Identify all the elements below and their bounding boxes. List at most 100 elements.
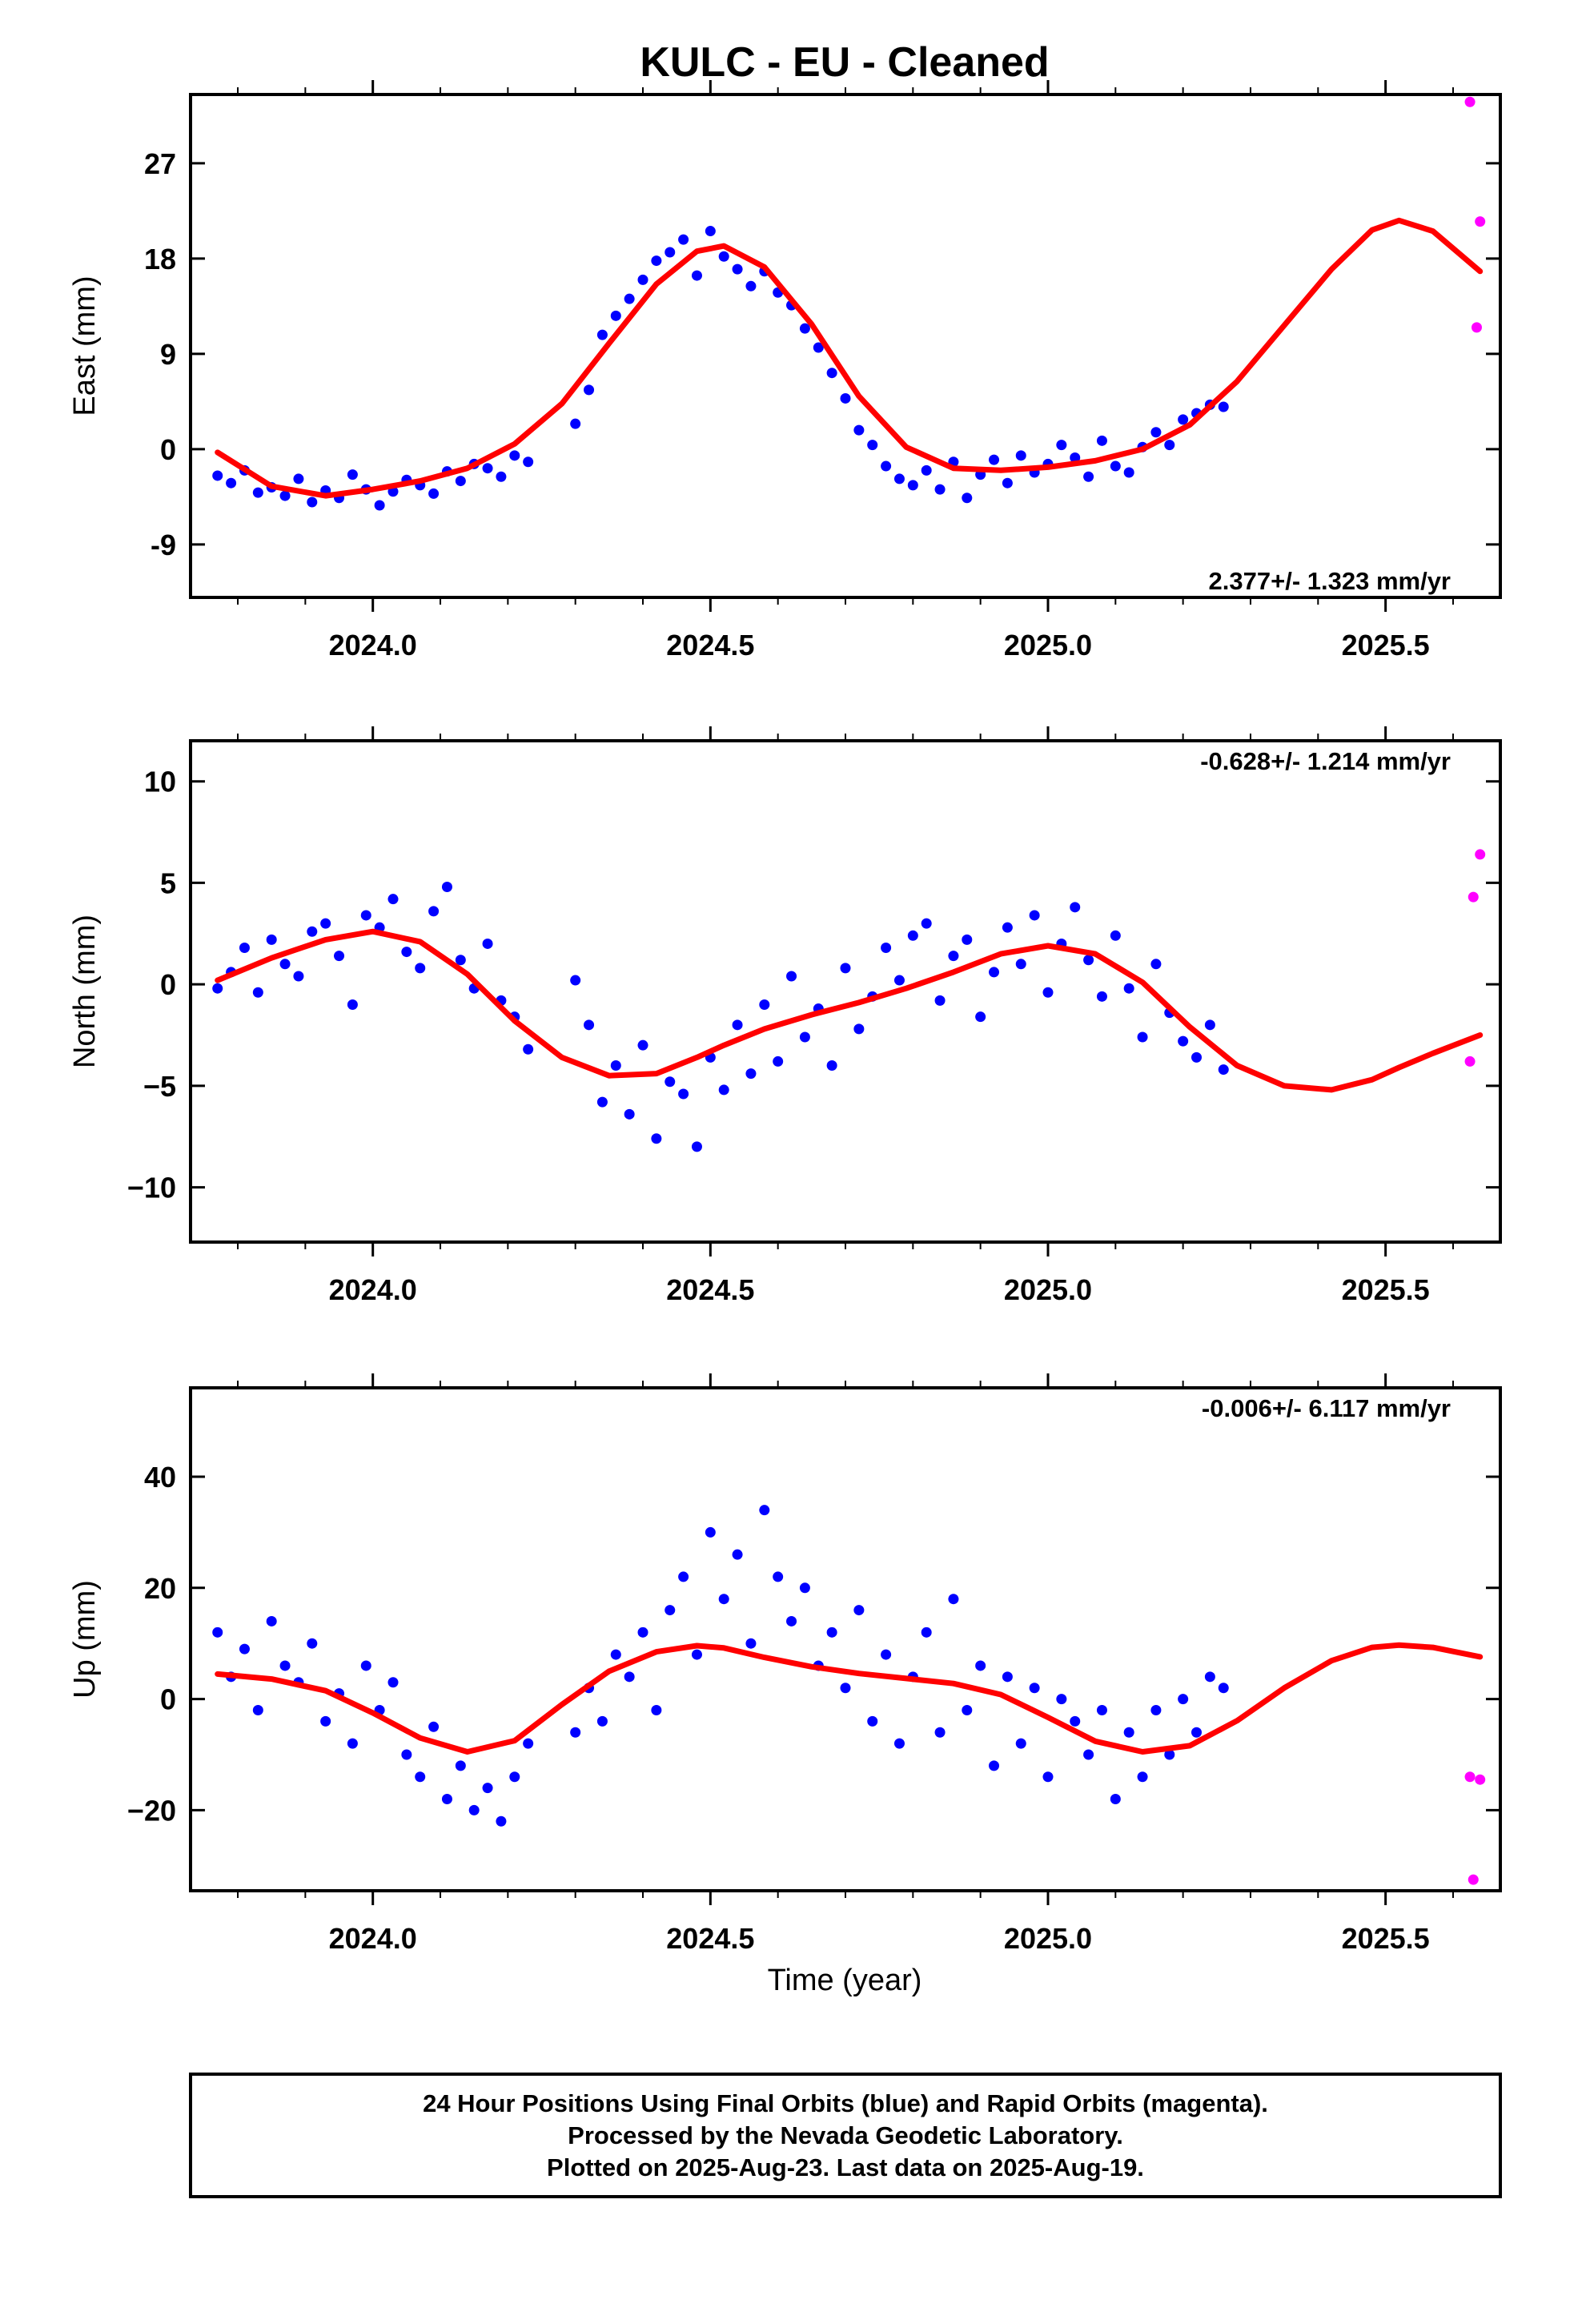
- final-orbit-point: [989, 967, 1000, 978]
- final-orbit-point: [279, 959, 291, 970]
- footer-box: 24 Hour Positions Using Final Orbits (bl…: [189, 2073, 1502, 2198]
- final-orbit-point: [347, 469, 358, 480]
- final-orbit-point: [840, 1683, 851, 1694]
- plot-area: [212, 1505, 1486, 1885]
- final-orbit-point: [624, 1671, 635, 1683]
- final-orbit-point: [989, 1760, 1000, 1771]
- y-tick-label: 0: [160, 1683, 176, 1716]
- panel-0: -9 0 9 18 27 2024.0 2024.5 2025.0 2025.5 East (mm…: [68, 80, 1502, 661]
- rapid-orbit-point: [1475, 1774, 1486, 1785]
- panel-frame: [189, 93, 1502, 599]
- final-orbit-point: [1096, 1704, 1107, 1715]
- plot-area: [212, 849, 1486, 1152]
- final-orbit-point: [1002, 1671, 1013, 1683]
- final-orbit-point: [1110, 460, 1121, 472]
- final-orbit-point: [1191, 1051, 1203, 1063]
- final-orbit-point: [786, 971, 797, 982]
- final-orbit-point: [523, 1738, 534, 1749]
- y-axis-label: North (mm): [68, 915, 102, 1068]
- final-orbit-point: [596, 1715, 608, 1727]
- final-orbit-point: [881, 943, 892, 954]
- rapid-orbit-point: [1475, 849, 1486, 860]
- final-orbit-point: [212, 983, 223, 994]
- final-orbit-point: [691, 1649, 702, 1660]
- final-orbit-point: [637, 1039, 648, 1051]
- final-orbit-point: [691, 270, 702, 281]
- final-orbit-point: [934, 484, 946, 495]
- final-orbit-point: [853, 1605, 865, 1616]
- final-orbit-point: [893, 473, 905, 485]
- final-orbit-point: [1150, 427, 1162, 438]
- final-orbit-point: [1029, 910, 1040, 921]
- model-fit-line: [215, 928, 1484, 1093]
- y-tick-label: -9: [151, 529, 176, 561]
- final-orbit-point: [948, 951, 959, 962]
- final-orbit-point: [455, 1760, 466, 1771]
- final-orbit-point: [1218, 1683, 1229, 1694]
- final-orbit-point: [584, 384, 595, 396]
- final-orbit-point: [637, 1626, 648, 1638]
- final-orbit-point: [786, 1615, 797, 1626]
- final-orbit-point: [239, 943, 250, 954]
- final-orbit-point: [523, 1043, 534, 1055]
- final-orbit-point: [691, 1141, 702, 1152]
- final-orbit-point: [1015, 959, 1026, 970]
- final-orbit-point: [1083, 1749, 1094, 1760]
- final-orbit-point: [1123, 983, 1134, 994]
- final-orbit-point: [610, 1060, 621, 1072]
- final-orbit-point: [799, 1582, 810, 1594]
- final-orbit-point: [718, 1084, 729, 1096]
- final-orbit-point: [279, 490, 291, 501]
- final-orbit-point: [441, 1794, 452, 1805]
- final-orbit-point: [962, 493, 973, 504]
- final-orbit-point: [212, 1626, 223, 1638]
- final-orbit-point: [678, 1571, 689, 1582]
- final-orbit-point: [813, 342, 824, 353]
- final-orbit-point: [455, 476, 466, 487]
- final-orbit-point: [893, 975, 905, 986]
- final-orbit-point: [610, 310, 621, 321]
- final-orbit-point: [1150, 1704, 1162, 1715]
- final-orbit-point: [320, 1715, 331, 1727]
- footer-line-3: Plotted on 2025-Aug-23. Last data on 202…: [547, 2153, 1144, 2181]
- final-orbit-point: [1204, 1019, 1215, 1031]
- velocity-rate-label: -0.006+/- 6.117 mm/yr: [1202, 1394, 1451, 1422]
- rapid-orbit-point: [1471, 322, 1482, 333]
- final-orbit-point: [651, 1133, 662, 1144]
- final-orbit-point: [665, 1605, 676, 1616]
- final-orbit-point: [759, 999, 770, 1010]
- figure-title: KULC - EU - Cleaned: [640, 39, 1049, 86]
- final-orbit-point: [1070, 902, 1081, 913]
- x-tick-label: 2025.5: [1342, 629, 1430, 661]
- final-orbit-point: [374, 500, 385, 511]
- final-orbit-point: [441, 881, 452, 892]
- velocity-rate-label: -0.628+/- 1.214 mm/yr: [1200, 747, 1451, 775]
- y-tick-label: 40: [144, 1461, 176, 1494]
- y-tick-label: 18: [144, 243, 176, 275]
- final-orbit-point: [1110, 1794, 1121, 1805]
- final-orbit-point: [266, 1615, 277, 1626]
- final-orbit-point: [496, 471, 507, 482]
- final-orbit-point: [826, 1626, 837, 1638]
- final-orbit-point: [840, 963, 851, 974]
- final-orbit-point: [799, 1031, 810, 1043]
- final-orbit-point: [212, 470, 223, 481]
- final-orbit-point: [867, 1715, 878, 1727]
- y-tick-label: 27: [144, 147, 176, 180]
- x-tick-label: 2025.0: [1004, 629, 1092, 661]
- final-orbit-point: [745, 1068, 757, 1080]
- final-orbit-point: [1164, 1749, 1175, 1760]
- panel-2: −20 0 20 40 2024.0 2024.5 2025.0 2025.5 Up (mm) -…: [68, 1373, 1502, 1955]
- rapid-orbit-point: [1475, 216, 1486, 227]
- final-orbit-point: [1070, 1715, 1081, 1727]
- final-orbit-point: [907, 480, 918, 491]
- final-orbit-point: [1096, 435, 1107, 446]
- final-orbit-point: [651, 1704, 662, 1715]
- final-orbit-point: [482, 1783, 493, 1794]
- y-axis-label: Up (mm): [68, 1580, 102, 1699]
- final-orbit-point: [293, 971, 304, 982]
- final-orbit-point: [252, 487, 263, 498]
- panels: -9 0 9 18 27 2024.0 2024.5 2025.0 2025.5 East (mm…: [68, 80, 1502, 1955]
- final-orbit-point: [665, 247, 676, 258]
- y-tick-label: −10: [127, 1172, 176, 1204]
